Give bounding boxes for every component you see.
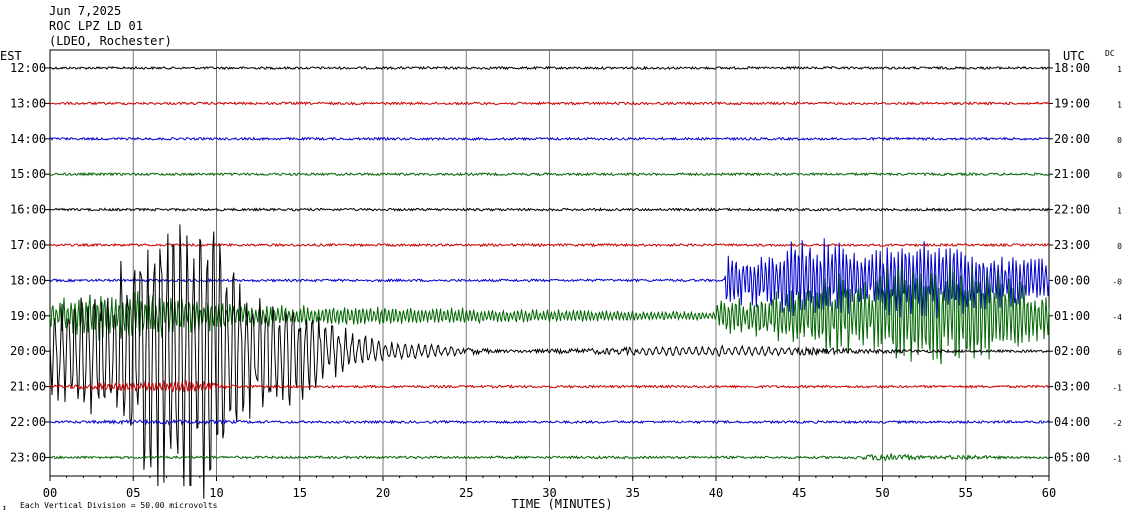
utc-tick-label: 02:00 bbox=[1054, 344, 1090, 358]
x-tick-label: 50 bbox=[875, 486, 889, 500]
trace-line bbox=[49, 380, 1050, 393]
trace-line bbox=[49, 101, 1050, 106]
est-tick-label: 23:00 bbox=[10, 450, 46, 464]
x-tick-label: 35 bbox=[626, 486, 640, 500]
utc-tick-label: 03:00 bbox=[1054, 380, 1090, 394]
est-tick-label: 16:00 bbox=[10, 203, 46, 217]
est-tick-label: 13:00 bbox=[10, 96, 46, 110]
dc-offset-label: -0 bbox=[1112, 277, 1122, 286]
x-tick-label: 60 bbox=[1042, 486, 1056, 500]
est-tick-label: 21:00 bbox=[10, 380, 46, 394]
est-tick-label: 19:00 bbox=[10, 309, 46, 323]
trace-line bbox=[49, 171, 1050, 177]
x-axis-label: TIME (MINUTES) bbox=[511, 497, 612, 511]
dc-offset-label: 1 bbox=[1117, 100, 1122, 109]
est-tick-label: 17:00 bbox=[10, 238, 46, 252]
x-tick-label: 45 bbox=[792, 486, 806, 500]
utc-tick-label: 22:00 bbox=[1054, 203, 1090, 217]
trace-line bbox=[49, 453, 1050, 462]
chart-title-date: Jun 7,2025 bbox=[49, 4, 122, 18]
dc-offset-label: 0 bbox=[1117, 171, 1122, 180]
dc-axis-title: DC bbox=[1105, 49, 1115, 58]
trace-line bbox=[49, 418, 1050, 426]
x-tick-label: 00 bbox=[43, 486, 57, 500]
x-tick-label: 10 bbox=[209, 486, 223, 500]
dc-offset-label: 0 bbox=[1117, 136, 1122, 145]
utc-tick-label: 20:00 bbox=[1054, 132, 1090, 146]
x-tick-label: 15 bbox=[293, 486, 307, 500]
dc-offset-label: -1 bbox=[1112, 384, 1122, 393]
utc-tick-label: 23:00 bbox=[1054, 238, 1090, 252]
trace-line bbox=[49, 224, 1050, 499]
trace-line bbox=[49, 65, 1050, 71]
utc-tick-label: 04:00 bbox=[1054, 415, 1090, 429]
utc-tick-label: 18:00 bbox=[1054, 61, 1090, 75]
dc-offset-label: -2 bbox=[1112, 419, 1122, 428]
dc-offset-label: 6 bbox=[1117, 348, 1122, 357]
dc-offset-label: 1 bbox=[1117, 207, 1122, 216]
dc-offset-label: -1 bbox=[1112, 454, 1122, 463]
est-tick-label: 14:00 bbox=[10, 132, 46, 146]
x-tick-label: 40 bbox=[709, 486, 723, 500]
x-tick-label: 05 bbox=[126, 486, 140, 500]
footnote: Each Vertical Division = 50.00 microvolt… bbox=[20, 501, 218, 510]
utc-tick-label: 05:00 bbox=[1054, 450, 1090, 464]
x-tick-label: 30 bbox=[542, 486, 556, 500]
x-tick-label: 25 bbox=[459, 486, 473, 500]
chart-title-station: ROC LPZ LD 01 bbox=[49, 19, 143, 33]
trace-line bbox=[49, 265, 1050, 365]
scale-icon: ↕ bbox=[2, 503, 7, 512]
est-tick-label: 15:00 bbox=[10, 167, 46, 181]
est-tick-label: 22:00 bbox=[10, 415, 46, 429]
dc-offset-label: 1 bbox=[1117, 65, 1122, 74]
x-tick-label: 20 bbox=[376, 486, 390, 500]
utc-axis-title: UTC bbox=[1063, 49, 1085, 63]
est-tick-label: 12:00 bbox=[10, 61, 46, 75]
trace-line bbox=[49, 238, 1050, 319]
est-tick-label: 20:00 bbox=[10, 344, 46, 358]
utc-tick-label: 19:00 bbox=[1054, 96, 1090, 110]
trace-line bbox=[49, 242, 1050, 248]
trace-line bbox=[49, 207, 1050, 212]
utc-tick-label: 00:00 bbox=[1054, 273, 1090, 287]
utc-tick-label: 21:00 bbox=[1054, 167, 1090, 181]
utc-tick-label: 01:00 bbox=[1054, 309, 1090, 323]
est-tick-label: 18:00 bbox=[10, 273, 46, 287]
dc-offset-label: 0 bbox=[1117, 242, 1122, 251]
dc-offset-label: -4 bbox=[1112, 313, 1122, 322]
x-tick-label: 55 bbox=[959, 486, 973, 500]
chart-title-network: (LDEO, Rochester) bbox=[49, 34, 172, 48]
est-axis-title: EST bbox=[0, 49, 22, 63]
trace-line bbox=[49, 136, 1050, 142]
